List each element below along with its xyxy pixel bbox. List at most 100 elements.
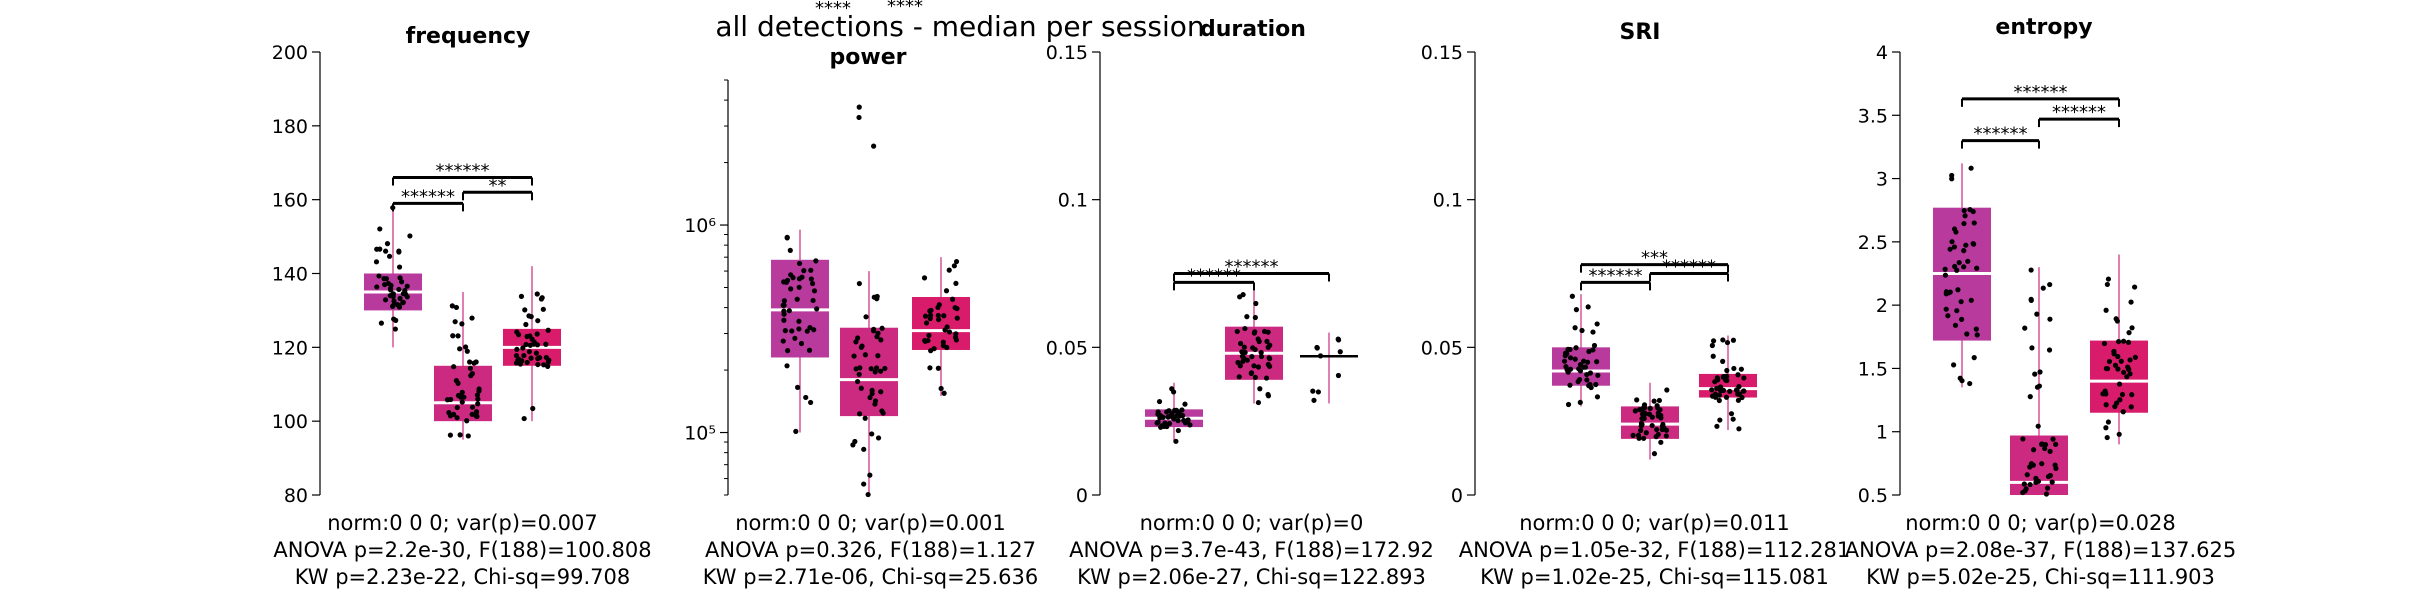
data-point (453, 378, 459, 384)
data-point (1728, 411, 1735, 417)
data-point (528, 355, 534, 361)
data-point (1179, 407, 1185, 413)
data-point (467, 365, 474, 371)
data-point (1242, 349, 1248, 356)
data-point (782, 328, 788, 334)
data-point (1317, 353, 1324, 359)
stats-line: KW p=1.02e-25, Chi-sq=115.081 (1480, 565, 1829, 589)
data-point (858, 344, 865, 350)
data-point (1956, 259, 1962, 266)
data-point (856, 371, 862, 377)
data-point (2127, 371, 2133, 377)
data-point (788, 286, 794, 292)
data-point (794, 296, 800, 302)
data-point (789, 328, 795, 334)
data-point (1335, 337, 1342, 343)
data-point (1710, 338, 1717, 344)
data-point (1949, 172, 1955, 179)
data-point (524, 359, 530, 366)
data-point (1180, 413, 1186, 419)
data-point (1234, 328, 1240, 335)
chart-title: SRI (1620, 20, 1661, 45)
data-point (1962, 213, 1968, 219)
figure-title: all detections - median per session (715, 10, 1204, 43)
data-point (1958, 299, 1964, 305)
data-point (527, 342, 533, 348)
data-point (781, 279, 787, 285)
data-point (2037, 369, 2043, 375)
data-point (469, 404, 476, 410)
data-point (469, 411, 475, 417)
data-point (1649, 414, 1655, 420)
data-point (2043, 491, 2050, 497)
data-point (2103, 365, 2109, 372)
data-point (804, 328, 810, 334)
stray-label-left: **** (815, 0, 851, 19)
data-point (2104, 281, 2110, 288)
data-point (873, 365, 880, 371)
data-point (1731, 365, 1737, 372)
data-point (926, 332, 932, 339)
data-point (1663, 433, 1669, 439)
data-point (809, 280, 816, 287)
y-tick-label: 2 (1876, 295, 1888, 317)
data-point (1735, 391, 1741, 397)
data-point (458, 394, 464, 400)
data-point (1718, 388, 1724, 394)
box-2 (2010, 435, 2068, 495)
data-point (953, 280, 959, 286)
data-point (1971, 355, 1977, 361)
data-point (796, 284, 802, 290)
data-point (1724, 377, 1730, 384)
data-point (1586, 348, 1592, 355)
y-tick-label: 1 (1876, 422, 1888, 444)
box-2 (840, 327, 898, 417)
significance-label: *** (1641, 248, 1668, 269)
data-point (928, 307, 934, 313)
data-point (1727, 388, 1733, 394)
data-point (451, 411, 457, 417)
data-point (1638, 420, 1645, 426)
stats-line: norm:0 0 0; var(p)=0.028 (1905, 511, 2176, 535)
data-point (396, 302, 402, 309)
data-point (1973, 326, 1979, 332)
data-point (867, 472, 873, 478)
y-tick-label: 10⁵ (684, 423, 716, 445)
data-point (2120, 338, 2127, 344)
data-point (2103, 391, 2109, 397)
data-point (2020, 436, 2026, 442)
significance-label: ** (489, 175, 507, 196)
data-point (543, 341, 549, 347)
data-point (1175, 418, 1181, 424)
data-point (808, 399, 814, 406)
y-tick-label: 3.5 (1858, 105, 1888, 127)
data-point (2132, 284, 2138, 290)
data-point (452, 319, 458, 325)
data-point (941, 313, 947, 319)
data-point (1951, 244, 1958, 250)
data-point (457, 432, 463, 438)
data-point (396, 264, 403, 270)
data-point (1709, 342, 1715, 349)
stats-line: ANOVA p=3.7e-43, F(188)=172.92 (1069, 538, 1434, 562)
chart-title: power (830, 45, 907, 70)
y-tick-label: 80 (284, 485, 308, 507)
data-point (2132, 354, 2138, 360)
data-point (1651, 451, 1658, 457)
data-point (1967, 206, 1973, 213)
data-point (541, 362, 547, 368)
data-point (1577, 368, 1584, 374)
data-point (951, 263, 957, 269)
data-point (1239, 353, 1246, 359)
data-point (1252, 314, 1258, 321)
data-point (787, 247, 793, 253)
data-point (376, 273, 382, 279)
data-point (2028, 296, 2034, 302)
data-point (1717, 417, 1723, 423)
data-point (784, 235, 790, 241)
data-point (943, 288, 950, 294)
data-point (2028, 267, 2034, 273)
data-point (801, 268, 807, 274)
data-point (878, 368, 884, 374)
data-point (545, 363, 551, 369)
